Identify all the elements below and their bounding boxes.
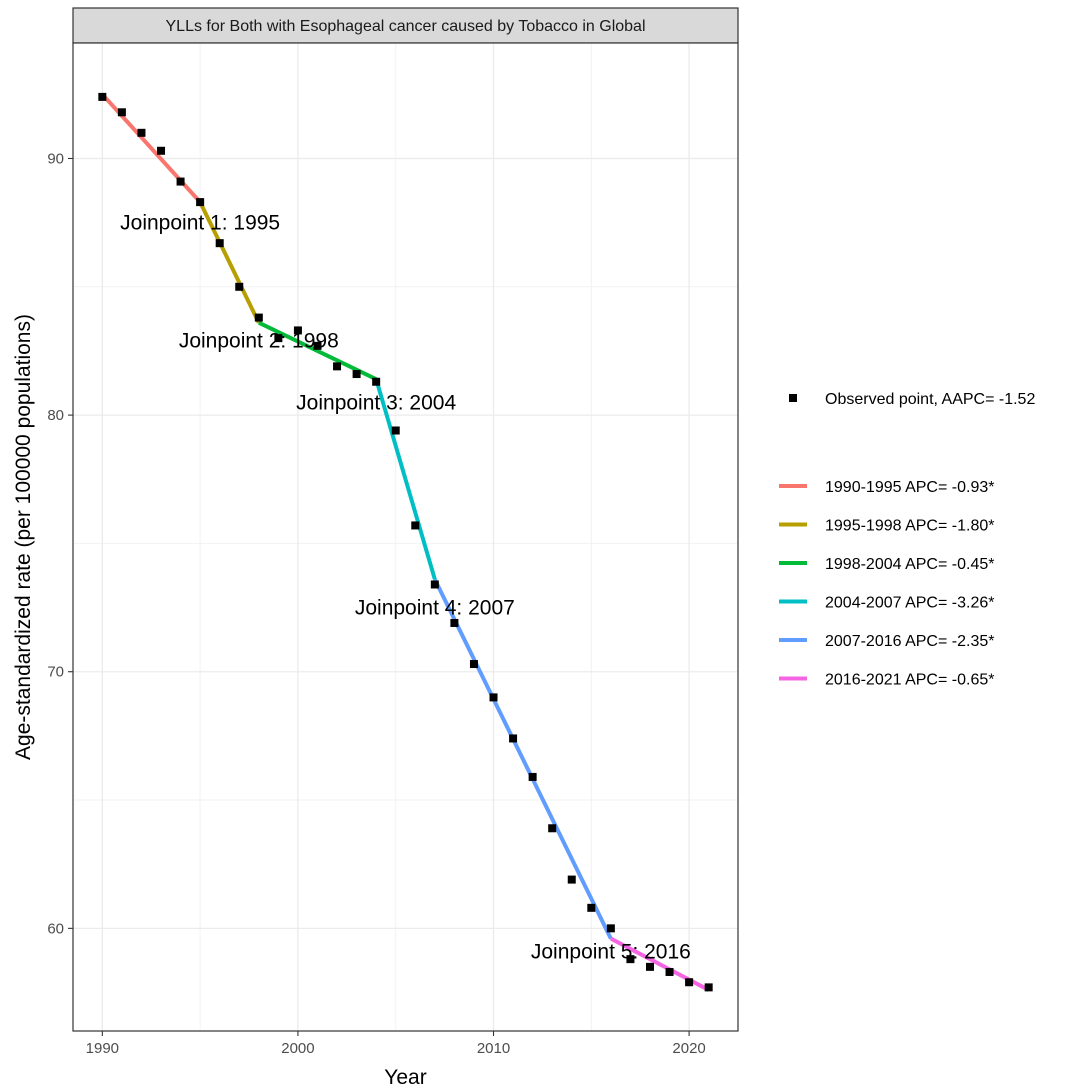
legend: Observed point, AAPC= -1.52 1990-1995 APC… xyxy=(779,391,1035,689)
observed-point xyxy=(606,924,615,933)
observed-point xyxy=(333,362,342,371)
observed-point xyxy=(137,128,146,137)
strip-background xyxy=(72,7,739,44)
observed-point xyxy=(274,334,283,343)
joinpoint-label: Joinpoint 5: 2016 xyxy=(531,940,691,963)
y-tick-label: 90 xyxy=(47,150,64,167)
observed-point xyxy=(567,875,576,884)
plot-panel-border xyxy=(72,42,739,1032)
legend-label: 2004-2007 APC= -3.26* xyxy=(825,595,994,612)
y-tick-label: 70 xyxy=(47,664,64,681)
joinpoint-label: Joinpoint 4: 2007 xyxy=(355,597,515,620)
segment-line xyxy=(433,578,613,940)
y-axis-title: Age-standardized rate (per 100000 popula… xyxy=(12,314,35,760)
observed-point xyxy=(313,341,322,350)
grid-major xyxy=(73,43,738,1031)
observed-point xyxy=(626,955,635,964)
observed-point xyxy=(352,370,361,379)
observed-point xyxy=(509,734,518,743)
joinpoint-label: Joinpoint 2: 1998 xyxy=(179,330,339,353)
observed-point xyxy=(704,983,713,992)
observed-point xyxy=(489,693,498,702)
segment-line xyxy=(257,320,378,381)
grid-minor xyxy=(73,43,738,1031)
segment-line xyxy=(374,378,437,580)
legend-key-observed xyxy=(789,394,797,402)
observed-point xyxy=(665,967,674,976)
observed-point xyxy=(117,108,126,117)
observed-point xyxy=(645,962,654,971)
y-tick-label: 60 xyxy=(47,920,64,937)
observed-point xyxy=(548,824,557,833)
observed-point xyxy=(293,326,302,335)
observed-point xyxy=(411,521,420,530)
observed-point xyxy=(157,146,166,155)
y-tick-label: 80 xyxy=(47,407,64,424)
x-tick-label: 2020 xyxy=(672,1040,705,1057)
observed-point xyxy=(528,772,537,781)
legend-label: 2007-2016 APC= -2.35* xyxy=(825,633,994,650)
x-axis: 1990 2000 2010 2020 xyxy=(86,1031,706,1057)
observed-point xyxy=(391,426,400,435)
joinpoint-annotations: Joinpoint 1: 1995 Joinpoint 2: 1998 Joinpo… xyxy=(120,212,691,964)
observed-point xyxy=(587,903,596,912)
legend-label: 2016-2021 APC= -0.65* xyxy=(825,672,994,689)
observed-point xyxy=(196,198,205,207)
observed-point xyxy=(235,282,244,291)
observed-point xyxy=(450,618,459,627)
observed-points xyxy=(98,92,713,992)
observed-point xyxy=(430,580,439,589)
observed-point xyxy=(176,177,185,186)
observed-point xyxy=(98,92,107,101)
legend-label: 1995-1998 APC= -1.80* xyxy=(825,518,994,535)
observed-point xyxy=(215,239,224,248)
observed-point xyxy=(254,313,263,322)
legend-label-observed: Observed point, AAPC= -1.52 xyxy=(825,391,1035,408)
y-axis: 60 70 80 90 xyxy=(47,150,73,937)
plot-panel xyxy=(73,43,738,1031)
joinpoint-label: Joinpoint 3: 2004 xyxy=(296,391,456,414)
segment-line xyxy=(198,201,261,324)
x-tick-label: 2010 xyxy=(477,1040,510,1057)
joinpoint-label: Joinpoint 1: 1995 xyxy=(120,212,280,235)
x-tick-label: 2000 xyxy=(281,1040,314,1057)
legend-label: 1990-1995 APC= -0.93* xyxy=(825,479,994,496)
legend-label: 1998-2004 APC= -0.45* xyxy=(825,556,994,573)
x-tick-label: 1990 xyxy=(86,1040,119,1057)
observed-point xyxy=(469,660,478,669)
observed-point xyxy=(685,978,694,987)
observed-point xyxy=(372,377,381,386)
chart-title: YLLs for Both with Esophageal cancer cau… xyxy=(166,18,646,35)
x-axis-title: Year xyxy=(384,1066,426,1089)
